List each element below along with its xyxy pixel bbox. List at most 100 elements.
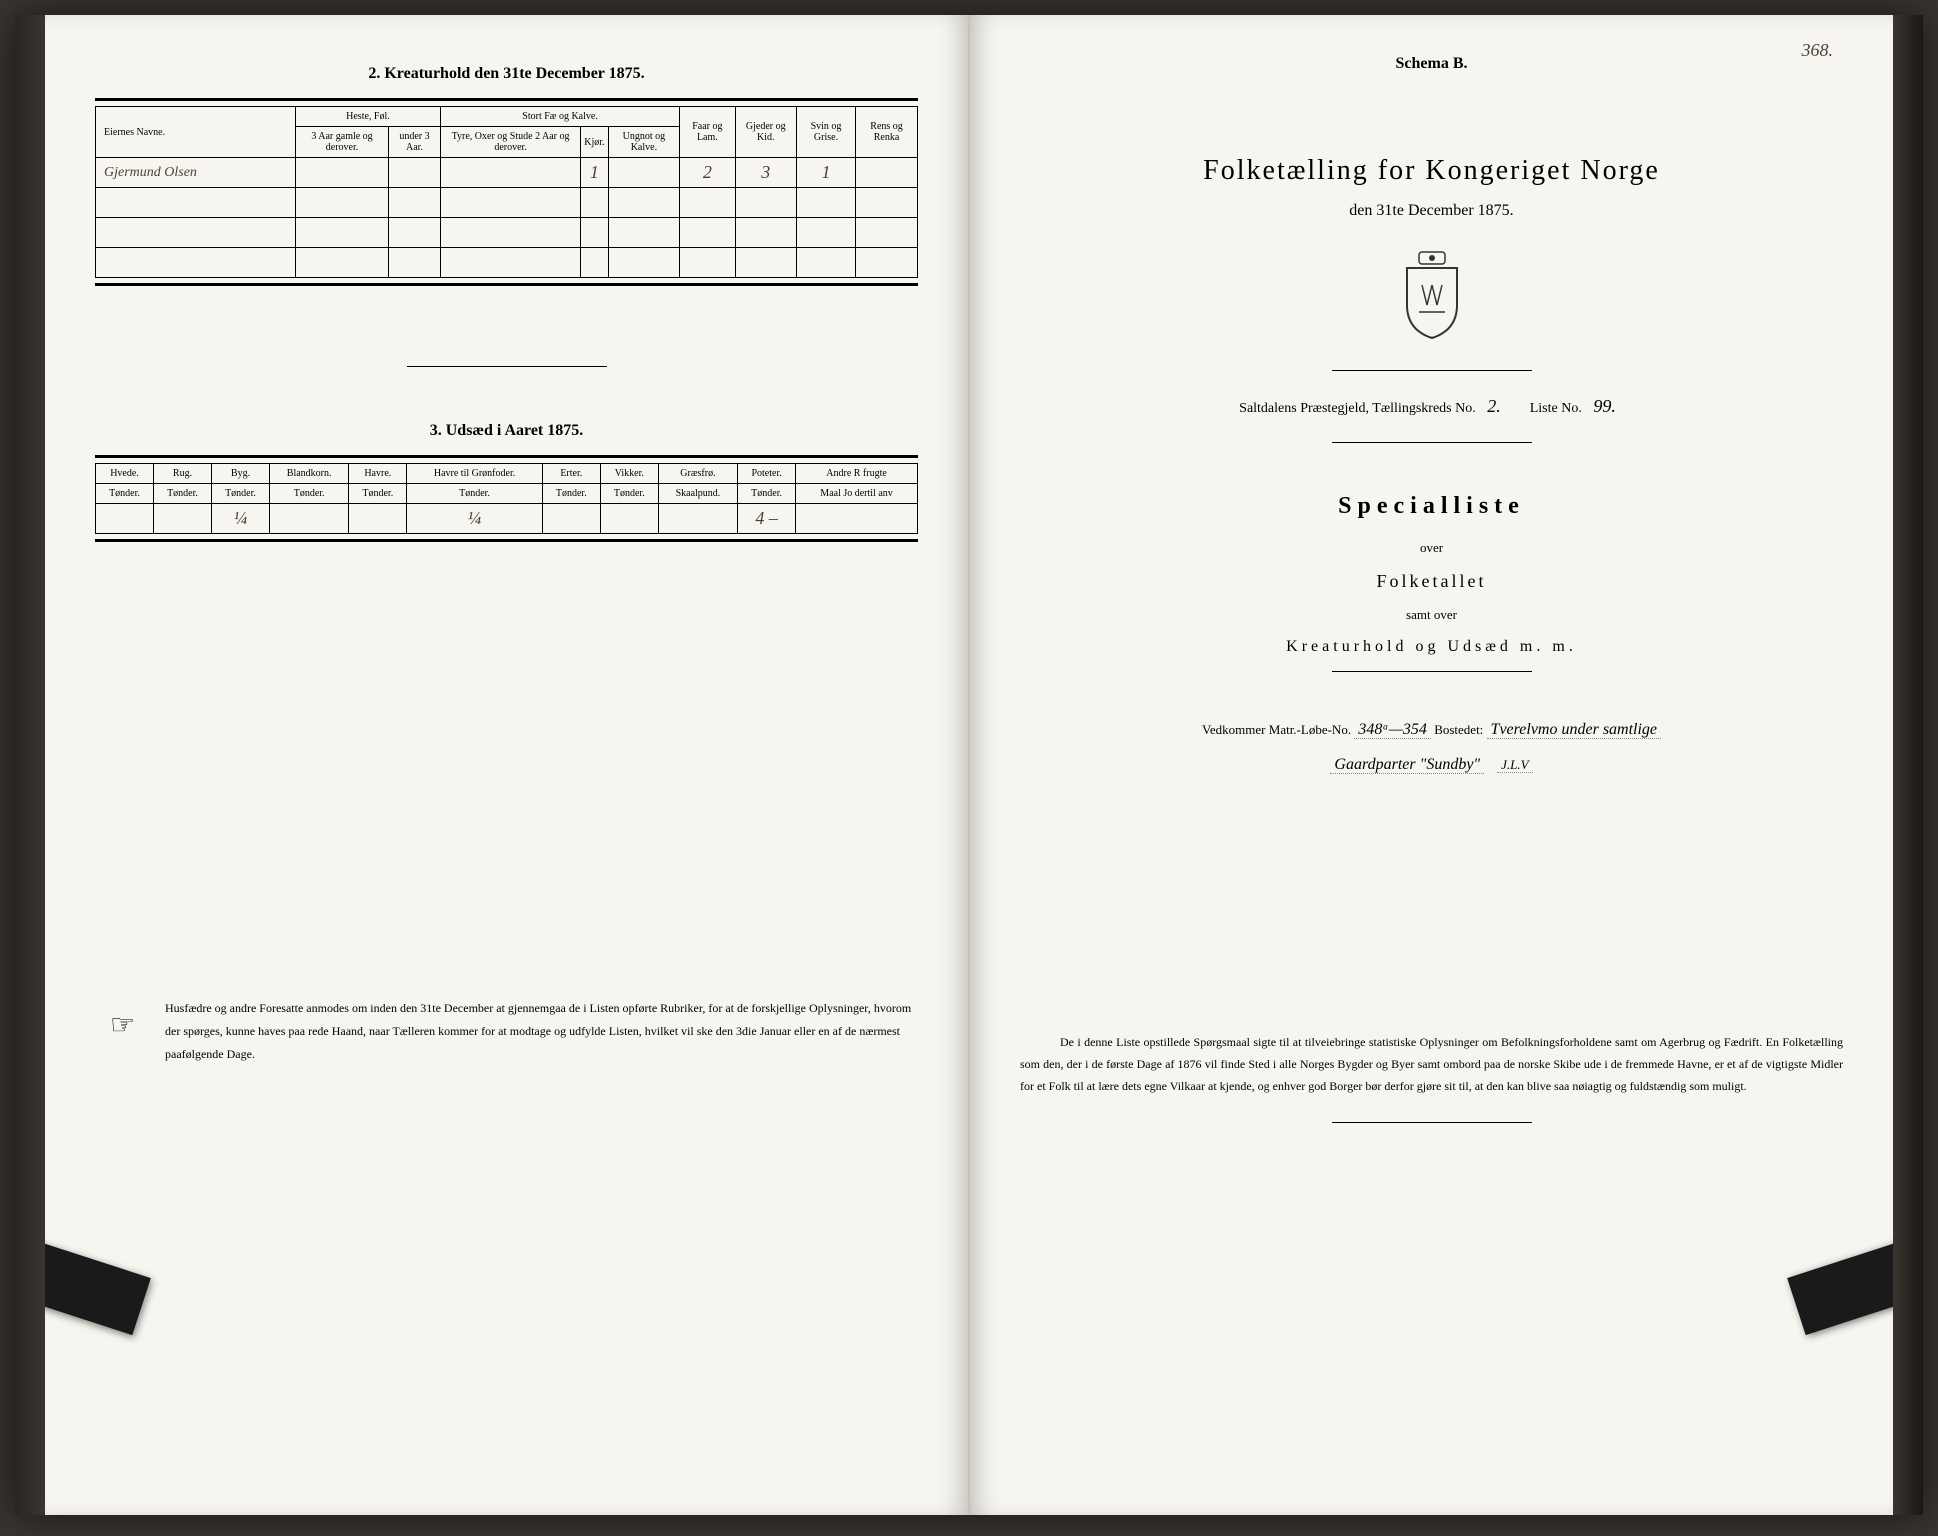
cell: 1 bbox=[796, 158, 855, 188]
table-row bbox=[96, 188, 918, 218]
clip-left bbox=[45, 1235, 151, 1335]
table-row bbox=[96, 218, 918, 248]
table-row: ¼ ¼ 4 – bbox=[96, 504, 918, 534]
instructions-text: ☞ Husfædre og andre Foresatte anmodes om… bbox=[95, 997, 918, 1065]
liste-no: 99. bbox=[1585, 396, 1624, 416]
th-unit: Maal Jo dertil anv bbox=[796, 484, 918, 504]
cell bbox=[796, 504, 918, 534]
page-number: 368. bbox=[1802, 40, 1834, 61]
parish-label: Saltdalens Præstegjeld, Tællingskreds No… bbox=[1239, 401, 1476, 416]
th: Erter. bbox=[542, 464, 600, 484]
th-gjeder: Gjeder og Kid. bbox=[735, 107, 796, 158]
divider bbox=[407, 366, 607, 367]
th-unit: Tønder. bbox=[407, 484, 543, 504]
binding-left bbox=[15, 15, 45, 1515]
cell: 2 bbox=[680, 158, 735, 188]
th: Havre til Grønfoder. bbox=[407, 464, 543, 484]
divider bbox=[1332, 370, 1532, 371]
th-unit: Tønder. bbox=[600, 484, 658, 504]
census-title: Folketælling for Kongeriget Norge bbox=[1020, 155, 1843, 187]
th-unit: Tønder. bbox=[349, 484, 407, 504]
divider bbox=[1332, 442, 1532, 443]
th-stort2: Kjør. bbox=[581, 127, 608, 158]
table-row bbox=[96, 248, 918, 278]
th-heste1: 3 Aar gamle og derover. bbox=[296, 127, 389, 158]
cell bbox=[658, 504, 737, 534]
th-stort1: Tyre, Oxer og Stude 2 Aar og derover. bbox=[440, 127, 580, 158]
folketallet-heading: Folketallet bbox=[1020, 571, 1843, 592]
th-unit: Tønder. bbox=[212, 484, 270, 504]
th-svin: Svin og Grise. bbox=[796, 107, 855, 158]
divider bbox=[1332, 671, 1532, 672]
vedkommer-label: Vedkommer Matr.-Løbe-No. bbox=[1202, 722, 1351, 737]
pointing-hand-icon: ☞ bbox=[110, 999, 135, 1052]
th: Rug. bbox=[154, 464, 212, 484]
divider bbox=[95, 455, 918, 458]
right-page: Schema B. 368. Folketælling for Kongerig… bbox=[970, 15, 1893, 1515]
th-stort: Stort Fæ og Kalve. bbox=[440, 107, 679, 127]
binding-right bbox=[1893, 15, 1923, 1515]
divider bbox=[95, 283, 918, 286]
cell bbox=[389, 158, 441, 188]
purpose-text: De i denne Liste opstillede Spørgsmaal s… bbox=[1020, 1032, 1843, 1097]
specialliste-heading: Specialliste bbox=[1020, 493, 1843, 520]
th-rens: Rens og Renka bbox=[856, 107, 918, 158]
samt-over-label: samt over bbox=[1020, 607, 1843, 623]
table-row: Gjermund Olsen 1 2 3 1 bbox=[96, 158, 918, 188]
over-label: over bbox=[1020, 540, 1843, 556]
cell: 1 bbox=[581, 158, 608, 188]
cell: 4 – bbox=[738, 504, 796, 534]
book-spread: 2. Kreaturhold den 31te December 1875. E… bbox=[15, 15, 1923, 1515]
th: Havre. bbox=[349, 464, 407, 484]
cell: ¼ bbox=[212, 504, 270, 534]
th: Græsfrø. bbox=[658, 464, 737, 484]
parish-line: Saltdalens Præstegjeld, Tællingskreds No… bbox=[1020, 396, 1843, 417]
cell: ¼ bbox=[407, 504, 543, 534]
livestock-body: Gjermund Olsen 1 2 3 1 bbox=[96, 158, 918, 278]
th-stort3: Ungnot og Kalve. bbox=[608, 127, 680, 158]
th-unit: Tønder. bbox=[542, 484, 600, 504]
th-unit: Tønder. bbox=[738, 484, 796, 504]
th-unit: Tønder. bbox=[154, 484, 212, 504]
cell bbox=[96, 504, 154, 534]
th: Andre R frugte bbox=[796, 464, 918, 484]
clip-right bbox=[1787, 1235, 1893, 1335]
th-heste: Heste, Føl. bbox=[296, 107, 441, 127]
cell bbox=[270, 504, 349, 534]
kreatur-heading: Kreaturhold og Udsæd m. m. bbox=[1020, 638, 1843, 656]
th-heste2: under 3 Aar. bbox=[389, 127, 441, 158]
cell bbox=[349, 504, 407, 534]
th-owner: Eiernes Navne. bbox=[96, 107, 296, 158]
bostedet-value: Tverelvmo under samtlige bbox=[1487, 721, 1661, 739]
bostedet-value2: Gaardparter "Sundby" bbox=[1330, 756, 1484, 774]
divider bbox=[1332, 1122, 1532, 1123]
th: Vikker. bbox=[600, 464, 658, 484]
th-unit: Tønder. bbox=[270, 484, 349, 504]
cell-owner: Gjermund Olsen bbox=[96, 158, 296, 188]
section2-title: 2. Kreaturhold den 31te December 1875. bbox=[95, 65, 918, 83]
cell bbox=[440, 158, 580, 188]
divider bbox=[95, 98, 918, 101]
schema-label: Schema B. bbox=[1396, 55, 1468, 73]
kreds-no: 2. bbox=[1479, 396, 1509, 416]
th: Byg. bbox=[212, 464, 270, 484]
th-unit: Skaalpund. bbox=[658, 484, 737, 504]
th: Blandkorn. bbox=[270, 464, 349, 484]
cell bbox=[600, 504, 658, 534]
liste-label: Liste No. bbox=[1530, 401, 1582, 416]
th-faar: Faar og Lam. bbox=[680, 107, 735, 158]
census-subtitle: den 31te December 1875. bbox=[1020, 202, 1843, 220]
matr-no: 348ᵃ—354 bbox=[1354, 721, 1431, 739]
bostedet-label: Bostedet: bbox=[1434, 722, 1483, 737]
cell bbox=[608, 158, 680, 188]
coat-of-arms-icon bbox=[1397, 250, 1467, 340]
cell bbox=[856, 158, 918, 188]
th-unit: Tønder. bbox=[96, 484, 154, 504]
initials: J.L.V bbox=[1497, 757, 1532, 773]
livestock-table: Eiernes Navne. Heste, Føl. Stort Fæ og K… bbox=[95, 106, 918, 278]
seed-table: Hvede. Rug. Byg. Blandkorn. Havre. Havre… bbox=[95, 463, 918, 534]
cell bbox=[542, 504, 600, 534]
cell bbox=[296, 158, 389, 188]
cell bbox=[154, 504, 212, 534]
cell: 3 bbox=[735, 158, 796, 188]
